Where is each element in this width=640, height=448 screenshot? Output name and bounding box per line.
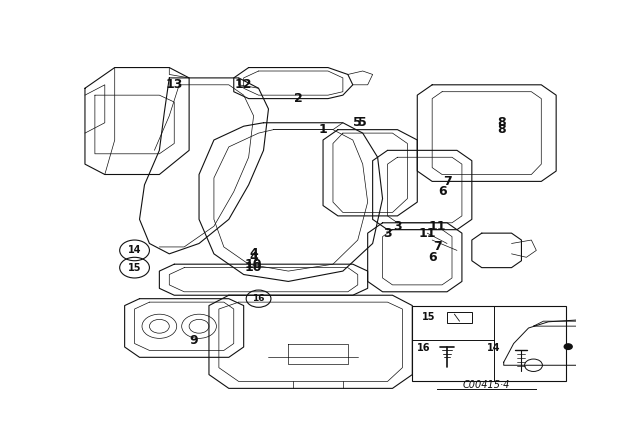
Text: 6: 6 [438,185,446,198]
Text: 5: 5 [353,116,362,129]
Text: 6: 6 [428,251,436,264]
Text: 15: 15 [422,313,436,323]
Bar [447,313,472,323]
Text: C00415·4: C00415·4 [463,380,511,390]
Text: 7: 7 [433,241,442,254]
Text: 13: 13 [166,78,183,91]
Text: 2: 2 [294,92,303,105]
Text: 5: 5 [358,116,367,129]
Text: 16: 16 [417,343,431,353]
Text: 3: 3 [383,227,392,240]
Text: 4: 4 [249,251,258,264]
Text: 16: 16 [252,294,265,303]
Text: 11: 11 [419,227,436,240]
Text: 15: 15 [128,263,141,273]
Text: 14: 14 [487,343,500,353]
Text: 11: 11 [428,220,446,233]
Text: 3: 3 [393,220,402,233]
Bar [412,306,566,382]
Text: 8: 8 [497,123,506,136]
Text: 10: 10 [245,261,262,274]
Text: 9: 9 [190,334,198,347]
Text: 4: 4 [249,247,258,260]
Text: 1: 1 [319,123,328,136]
Text: 10: 10 [245,258,262,271]
Circle shape [564,344,572,349]
Text: 7: 7 [443,175,451,188]
Text: 8: 8 [497,116,506,129]
Text: 12: 12 [235,78,252,91]
Text: 14: 14 [128,246,141,255]
